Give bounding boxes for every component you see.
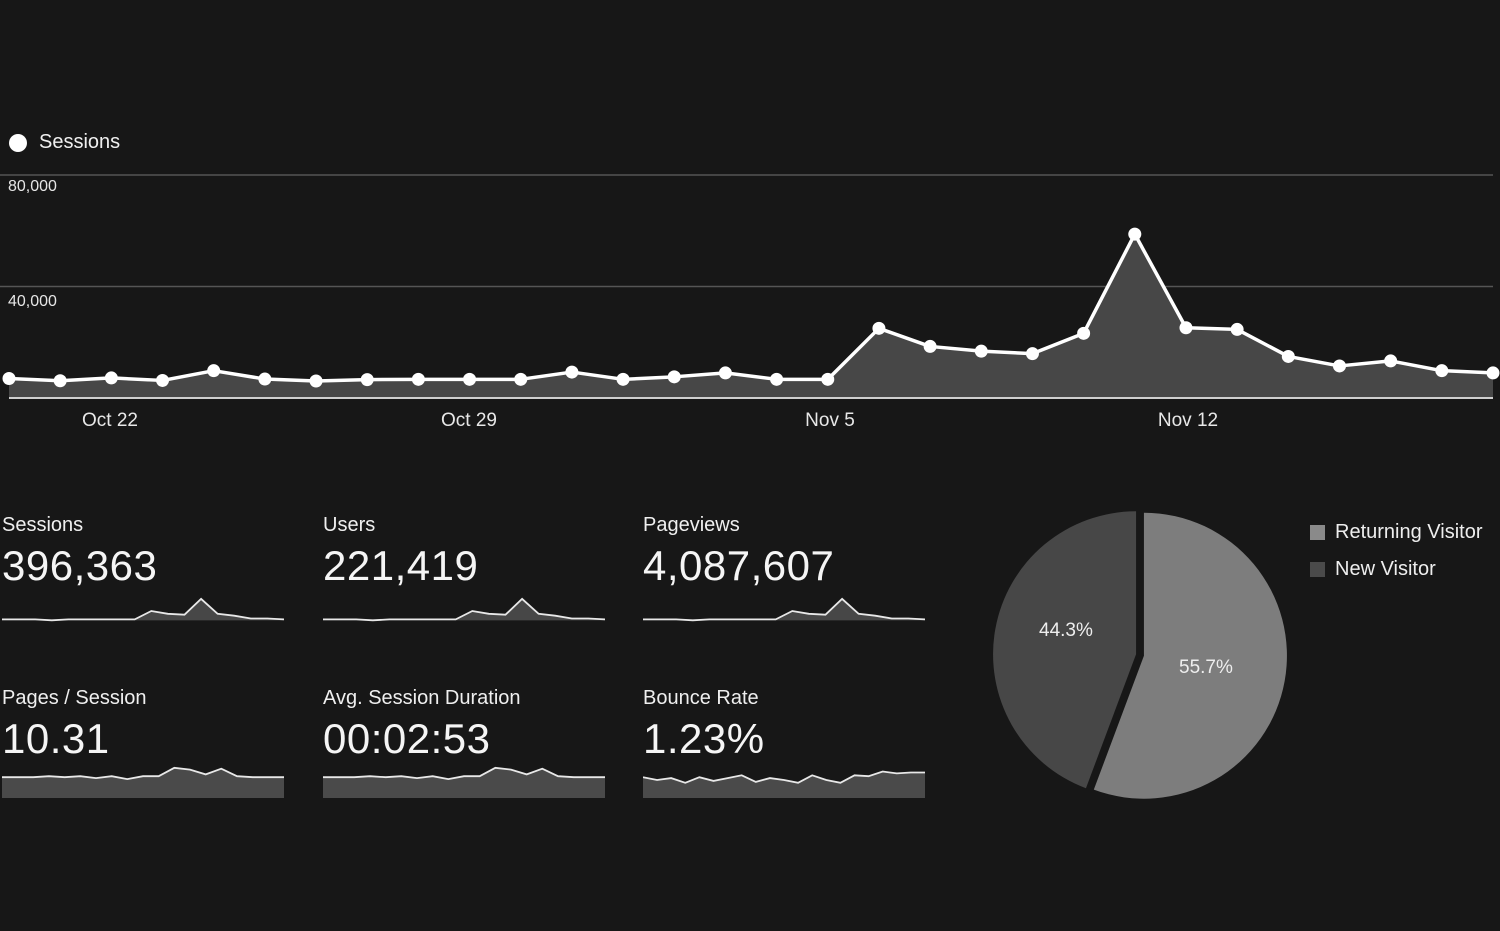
x-tick-oct-22: Oct 22 xyxy=(82,410,138,431)
pages-per-session-sparkline xyxy=(2,766,284,798)
sessions-point[interactable] xyxy=(1435,364,1449,378)
visitor-pie-chart xyxy=(993,511,1287,799)
metric-label: Avg. Session Duration xyxy=(323,687,521,709)
sessions-point[interactable] xyxy=(974,344,988,358)
sparkline-line xyxy=(2,766,284,781)
sessions-point[interactable] xyxy=(53,374,67,388)
sessions-point[interactable] xyxy=(923,339,937,353)
sparkline-area xyxy=(643,771,925,798)
sessions-series-line xyxy=(8,232,1494,383)
sparkline-area xyxy=(323,767,605,798)
sessions-point[interactable] xyxy=(1332,359,1346,373)
metric-users: Users 221,419 xyxy=(323,515,605,625)
metric-label: Pages / Session xyxy=(2,687,147,709)
metric-label: Users xyxy=(323,514,376,536)
sparkline-line xyxy=(2,597,284,622)
sparkline-line xyxy=(323,597,605,622)
sessions-legend-label: Sessions xyxy=(39,131,121,153)
metric-pageviews: Pageviews 4,087,607 xyxy=(643,515,925,625)
metric-value: 396,363 xyxy=(2,542,158,589)
sessions-point[interactable] xyxy=(156,373,170,387)
metric-bounce-rate: Bounce Rate 1.23% xyxy=(643,688,925,800)
pie-slice-returning-visitor[interactable] xyxy=(1093,512,1287,799)
sessions-area xyxy=(9,234,1493,398)
sessions-point[interactable] xyxy=(2,371,16,385)
sessions-point[interactable] xyxy=(1077,326,1091,340)
legend-label: Returning Visitor xyxy=(1335,521,1483,543)
x-tick-nov-5: Nov 5 xyxy=(805,410,855,431)
metric-value: 10.31 xyxy=(2,715,110,762)
sessions-legend-dot-icon xyxy=(9,133,27,152)
sessions-point[interactable] xyxy=(258,372,272,386)
sessions-sparkline xyxy=(2,597,284,622)
sessions-point[interactable] xyxy=(1230,322,1244,336)
metric-avg-session-duration: Avg. Session Duration 00:02:53 xyxy=(323,688,605,800)
sessions-point[interactable] xyxy=(1486,366,1500,380)
sessions-point[interactable] xyxy=(309,374,323,388)
sessions-point[interactable] xyxy=(360,373,374,387)
sessions-point[interactable] xyxy=(821,372,835,386)
metric-value: 221,419 xyxy=(323,542,479,589)
sessions-point[interactable] xyxy=(104,371,118,385)
y-tick-80000: 80,000 xyxy=(8,178,57,195)
metric-label: Pageviews xyxy=(643,514,740,536)
avg-session-duration-sparkline xyxy=(323,766,605,798)
sessions-point[interactable] xyxy=(463,372,477,386)
bounce-rate-sparkline xyxy=(643,770,925,798)
metric-value: 00:02:53 xyxy=(323,715,491,762)
sessions-point[interactable] xyxy=(1128,227,1142,241)
legend-label: New Visitor xyxy=(1335,558,1436,580)
metric-value: 4,087,607 xyxy=(643,542,835,589)
sparkline-line xyxy=(643,770,925,784)
pie-label-returning-visitor: 55.7% xyxy=(1179,657,1233,678)
metric-label: Bounce Rate xyxy=(643,687,759,709)
sessions-legend: Sessions xyxy=(9,131,120,154)
returning-visitor-swatch-icon xyxy=(1310,525,1325,540)
sparkline-area xyxy=(643,598,925,621)
sessions-point[interactable] xyxy=(770,372,784,386)
metric-pages-per-session: Pages / Session 10.31 xyxy=(2,688,284,800)
sparkline-area xyxy=(2,767,284,798)
pie-label-new-visitor: 44.3% xyxy=(1039,620,1093,641)
legend-item-returning-visitor[interactable]: Returning Visitor xyxy=(1310,514,1482,551)
sessions-point[interactable] xyxy=(1025,347,1039,361)
x-tick-oct-29: Oct 29 xyxy=(441,410,497,431)
sessions-point[interactable] xyxy=(565,365,579,379)
pie-slice-new-visitor[interactable] xyxy=(993,511,1137,789)
metric-sessions: Sessions 396,363 xyxy=(2,515,284,625)
sessions-area-chart xyxy=(0,174,1500,399)
visitor-legend: Returning Visitor New Visitor xyxy=(1310,514,1482,588)
sessions-point[interactable] xyxy=(616,372,630,386)
sessions-point[interactable] xyxy=(872,321,886,335)
users-sparkline xyxy=(323,597,605,622)
sessions-point[interactable] xyxy=(1281,349,1295,363)
pageviews-sparkline xyxy=(643,597,925,622)
metric-value: 1.23% xyxy=(643,715,765,762)
legend-item-new-visitor[interactable]: New Visitor xyxy=(1310,551,1482,588)
sessions-point[interactable] xyxy=(207,364,221,378)
metric-label: Sessions xyxy=(2,514,84,536)
sparkline-area xyxy=(323,598,605,621)
x-tick-nov-12: Nov 12 xyxy=(1157,410,1219,431)
sparkline-line xyxy=(323,766,605,781)
sessions-point[interactable] xyxy=(514,372,528,386)
sessions-point[interactable] xyxy=(1179,321,1193,335)
sessions-point[interactable] xyxy=(411,372,425,386)
sparkline-line xyxy=(643,597,925,622)
sessions-point[interactable] xyxy=(718,366,732,380)
sessions-point[interactable] xyxy=(667,370,681,384)
sessions-point[interactable] xyxy=(1384,354,1398,368)
new-visitor-swatch-icon xyxy=(1310,562,1325,577)
sparkline-area xyxy=(2,598,284,621)
y-tick-40000: 40,000 xyxy=(8,293,57,310)
